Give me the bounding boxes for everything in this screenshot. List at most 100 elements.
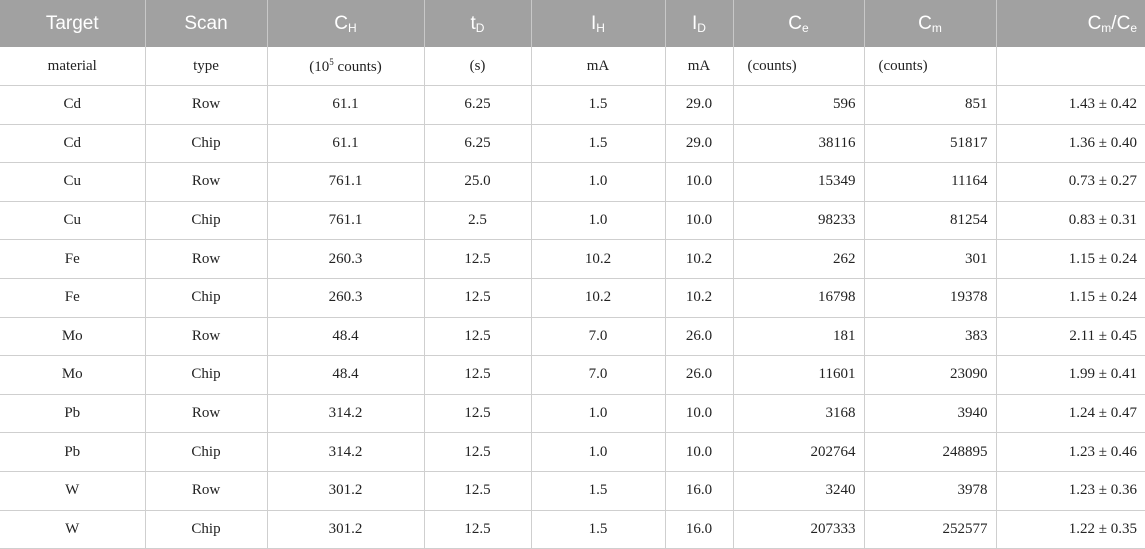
cell-scan: Chip — [145, 510, 268, 549]
cell-ratio: 1.22 ± 0.35 — [996, 510, 1145, 549]
units-row: material type (105 counts) (s) mA mA (co… — [0, 47, 1145, 86]
cell-id: 16.0 — [665, 471, 734, 511]
cell-scan: Chip — [145, 278, 268, 318]
header-id-main: I — [692, 12, 698, 34]
cell-scan: Row — [145, 394, 268, 434]
cell-ch: 314.2 — [267, 432, 425, 472]
cell-ce: 181 — [733, 317, 865, 357]
cell-target: Mo — [0, 317, 146, 357]
cell-td: 12.5 — [424, 394, 532, 434]
header-ih: IH — [531, 0, 666, 47]
cell-ch: 314.2 — [267, 394, 425, 434]
unit-ch: (105 counts) — [267, 47, 425, 86]
header-id: ID — [665, 0, 734, 47]
table-row: W Chip 301.2 12.5 1.5 16.0 207333 252577 1.22 ± … — [0, 510, 1145, 549]
header-ratio-main2: C — [1116, 12, 1131, 34]
cell-ce: 16798 — [733, 278, 865, 318]
table-row: Mo Chip 48.4 12.5 7.0 26.0 11601 23090 1.99 ± 0.… — [0, 355, 1145, 395]
cell-ce: 596 — [733, 85, 865, 125]
cell-ratio: 1.15 ± 0.24 — [996, 239, 1145, 279]
unit-ce: (counts) — [733, 47, 865, 86]
cell-td: 25.0 — [424, 162, 532, 202]
cell-ratio: 1.36 ± 0.40 — [996, 124, 1145, 164]
cell-scan: Row — [145, 239, 268, 279]
cell-ch: 48.4 — [267, 355, 425, 395]
cell-target: Fe — [0, 239, 146, 279]
cell-ih: 1.0 — [531, 432, 666, 472]
table-row: Mo Row 48.4 12.5 7.0 26.0 181 383 2.11 ± 0.45 — [0, 317, 1145, 357]
cell-id: 29.0 — [665, 85, 734, 125]
cell-ratio: 1.99 ± 0.41 — [996, 355, 1145, 395]
cell-ih: 10.2 — [531, 239, 666, 279]
header-td-sub: D — [475, 20, 485, 35]
cell-target: Fe — [0, 278, 146, 318]
header-ch-main: C — [334, 12, 349, 34]
cell-ce: 3240 — [733, 471, 865, 511]
cell-td: 12.5 — [424, 317, 532, 357]
cell-scan: Row — [145, 317, 268, 357]
cell-scan: Chip — [145, 355, 268, 395]
cell-target: W — [0, 471, 146, 511]
table-row: Pb Row 314.2 12.5 1.0 10.0 3168 3940 1.24 ± 0.47 — [0, 394, 1145, 434]
cell-td: 6.25 — [424, 85, 532, 125]
header-ratio-sub2: e — [1130, 20, 1137, 35]
cell-ih: 1.5 — [531, 85, 666, 125]
header-scan: Scan — [145, 0, 268, 47]
unit-ih: mA — [531, 47, 666, 86]
cell-ch: 61.1 — [267, 124, 425, 164]
unit-ch-sup: 5 — [329, 56, 334, 67]
header-td: tD — [424, 0, 532, 47]
cell-ih: 7.0 — [531, 317, 666, 357]
cell-cm: 3978 — [864, 471, 997, 511]
header-ih-sub: H — [596, 20, 605, 35]
cell-id: 10.0 — [665, 162, 734, 202]
header-ce-main: C — [788, 12, 803, 34]
cell-scan: Chip — [145, 432, 268, 472]
cell-td: 12.5 — [424, 471, 532, 511]
table-row: W Row 301.2 12.5 1.5 16.0 3240 3978 1.23 ± 0.36 — [0, 471, 1145, 511]
cell-ce: 3168 — [733, 394, 865, 434]
unit-id: mA — [665, 47, 734, 86]
cell-cm: 252577 — [864, 510, 997, 549]
cell-ih: 1.5 — [531, 510, 666, 549]
cell-cm: 11164 — [864, 162, 997, 202]
cell-ratio: 0.83 ± 0.31 — [996, 201, 1145, 241]
cell-ratio: 1.23 ± 0.46 — [996, 432, 1145, 472]
cell-cm: 19378 — [864, 278, 997, 318]
cell-ce: 207333 — [733, 510, 865, 549]
cell-ch: 761.1 — [267, 201, 425, 241]
cell-ce: 15349 — [733, 162, 865, 202]
cell-scan: Chip — [145, 201, 268, 241]
table-row: Fe Chip 260.3 12.5 10.2 10.2 16798 19378 1.15 ± … — [0, 278, 1145, 318]
header-ce: Ce — [733, 0, 865, 47]
cell-id: 10.0 — [665, 201, 734, 241]
cell-cm: 301 — [864, 239, 997, 279]
unit-scan: type — [145, 47, 268, 86]
table-row: Pb Chip 314.2 12.5 1.0 10.0 202764 248895 1.23 ±… — [0, 432, 1145, 472]
header-ratio-main1: C — [1087, 12, 1102, 34]
table-row: Fe Row 260.3 12.5 10.2 10.2 262 301 1.15 ± 0.24 — [0, 239, 1145, 279]
cell-td: 12.5 — [424, 432, 532, 472]
header-id-sub: D — [697, 20, 706, 35]
cell-cm: 851 — [864, 85, 997, 125]
cell-id: 10.2 — [665, 278, 734, 318]
cell-target: Pb — [0, 432, 146, 472]
cell-ce: 11601 — [733, 355, 865, 395]
header-ih-main: I — [591, 12, 597, 34]
cell-ratio: 1.43 ± 0.42 — [996, 85, 1145, 125]
cell-scan: Row — [145, 471, 268, 511]
header-td-main: t — [470, 12, 476, 34]
cell-target: Mo — [0, 355, 146, 395]
header-row: Target Scan CH tD IH ID Ce Cm Cm/Ce — [0, 0, 1145, 47]
cell-scan: Row — [145, 85, 268, 125]
cell-id: 26.0 — [665, 317, 734, 357]
cell-id: 29.0 — [665, 124, 734, 164]
cell-ch: 761.1 — [267, 162, 425, 202]
cell-target: Cu — [0, 201, 146, 241]
cell-ih: 7.0 — [531, 355, 666, 395]
cell-scan: Row — [145, 162, 268, 202]
cell-ih: 1.0 — [531, 162, 666, 202]
cell-ce: 262 — [733, 239, 865, 279]
table-row: Cd Chip 61.1 6.25 1.5 29.0 38116 51817 1.36 ± 0.… — [0, 124, 1145, 164]
cell-ce: 98233 — [733, 201, 865, 241]
